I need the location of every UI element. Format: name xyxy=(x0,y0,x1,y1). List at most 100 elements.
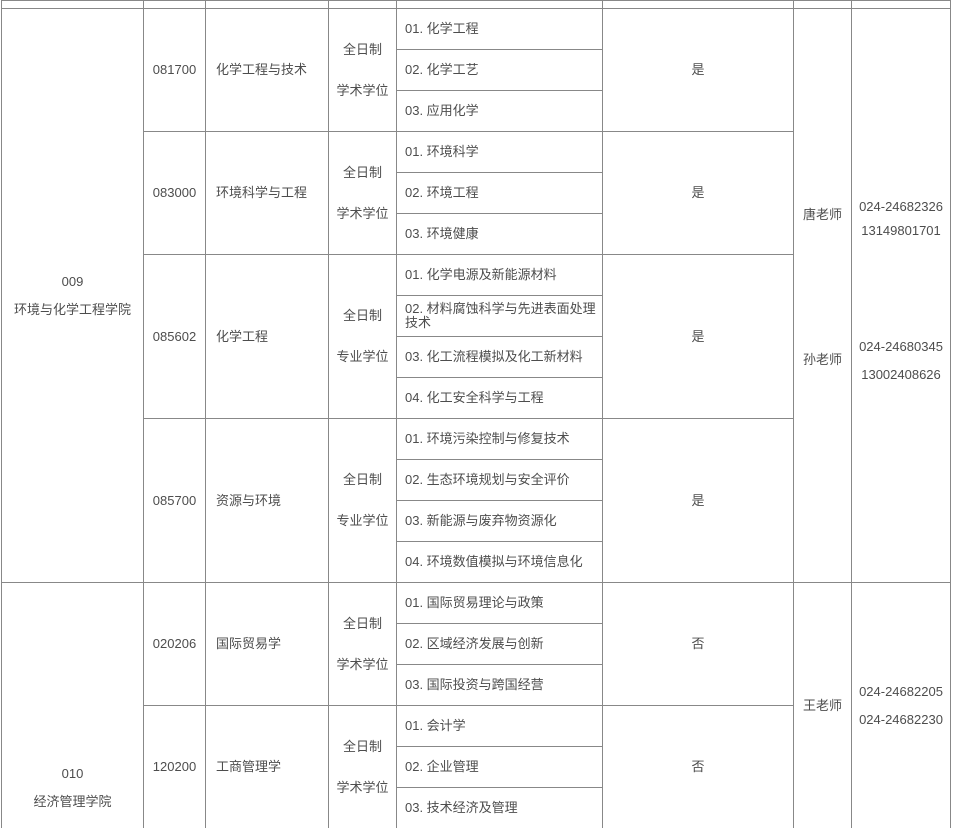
phone-number: 13002408626 xyxy=(861,367,941,382)
major-name-cell: 环境科学与工程 xyxy=(205,131,329,255)
study-mode: 全日制 xyxy=(342,308,382,323)
major-name-cell: 国际贸易学 xyxy=(205,582,329,706)
table-row: 085700 资源与环境 全日制 专业学位 01. 环境污染控制与修复技术 是 xyxy=(2,418,951,583)
table-row: 02. 化学工艺 xyxy=(2,49,951,91)
major-name-cell: 资源与环境 xyxy=(205,418,329,583)
college-name: 经济管理学院 xyxy=(33,794,112,809)
table-row: 120200 工商管理学 全日制 学术学位 01. 会计学 否 xyxy=(2,705,951,828)
degree-type: 学术学位 xyxy=(336,656,389,672)
study-mode: 全日制 xyxy=(342,738,382,754)
table-row: 03. 国际投资与跨国经营 xyxy=(2,664,951,706)
direction-cell: 03. 新能源与废弃物资源化 xyxy=(396,500,603,542)
table-row: 02. 区域经济发展与创新 xyxy=(2,623,951,665)
teacher-name: 王老师 xyxy=(802,697,842,713)
table-row: 04. 环境数值模拟与环境信息化 xyxy=(2,541,951,583)
study-type-cell: 全日制 学术学位 xyxy=(328,8,397,132)
direction-cell: 04. 环境数值模拟与环境信息化 xyxy=(396,541,603,583)
major-code-cell: 085700 xyxy=(143,418,206,583)
major-code-cell: 085602 xyxy=(143,254,206,419)
college-name: 环境与化学工程学院 xyxy=(13,301,131,317)
table-row: 02. 企业管理 xyxy=(2,746,951,788)
phone-cell-009: 024-24682326 13149801701 024-24680345 13… xyxy=(851,8,951,583)
direction-cell: 02. 环境工程 xyxy=(396,172,603,214)
table-row: 03. 技术经济及管理 xyxy=(2,787,951,828)
table-row: 009 环境与化学工程学院 081700 化学工程与技术 全日制 学术学位 01… xyxy=(1,8,951,583)
major-code-cell: 081700 xyxy=(143,8,206,132)
major-name-cell: 化学工程 xyxy=(205,254,329,419)
phone-number: 13149801701 xyxy=(861,223,941,238)
direction-cell: 01. 环境污染控制与修复技术 xyxy=(396,418,603,460)
table-row: 03. 化工流程模拟及化工新材料 xyxy=(2,336,951,378)
teacher-cell-010: 王老师 xyxy=(793,582,852,828)
empty-cell xyxy=(328,0,397,9)
direction-cell: 01. 环境科学 xyxy=(396,131,603,173)
major-code-cell: 083000 xyxy=(143,131,206,255)
table-row: 04. 化工安全科学与工程 xyxy=(2,377,951,419)
study-mode: 全日制 xyxy=(342,164,382,180)
accepts-cell: 否 xyxy=(602,582,794,706)
table-row: 03. 应用化学 xyxy=(2,90,951,132)
empty-cell xyxy=(143,0,206,9)
college-code: 010 xyxy=(61,766,84,781)
phone-cell-010: 024-24682205 024-24682230 xyxy=(851,582,951,828)
direction-cell: 03. 化工流程模拟及化工新材料 xyxy=(396,336,603,378)
table-row: 083000 环境科学与工程 全日制 学术学位 01. 环境科学 是 xyxy=(2,131,951,255)
college-cell-009: 009 环境与化学工程学院 xyxy=(1,8,144,583)
table-row: 03. 环境健康 xyxy=(2,213,951,255)
college-label: 010 经济管理学院 xyxy=(3,766,143,809)
phone-number: 024-24682230 xyxy=(859,711,943,727)
table-row: 085602 化学工程 全日制 专业学位 01. 化学电源及新能源材料 是 xyxy=(2,254,951,419)
accepts-cell: 是 xyxy=(602,418,794,583)
empty-cell xyxy=(1,0,144,9)
degree-type: 学术学位 xyxy=(336,205,389,221)
degree-type: 学术学位 xyxy=(336,779,389,795)
direction-cell: 02. 区域经济发展与创新 xyxy=(396,623,603,665)
study-type-cell: 全日制 专业学位 xyxy=(328,254,397,419)
degree-type: 学术学位 xyxy=(336,82,389,98)
direction-cell: 02. 材料腐蚀科学与先进表面处理技术 xyxy=(396,295,603,337)
study-type-cell: 全日制 学术学位 xyxy=(328,705,397,828)
phone-number: 024-24680345 xyxy=(859,339,943,354)
degree-type: 专业学位 xyxy=(336,513,389,528)
empty-cell xyxy=(205,0,329,9)
direction-cell: 03. 环境健康 xyxy=(396,213,603,255)
teacher-cell-009: 唐老师 孙老师 xyxy=(793,8,852,583)
direction-cell: 03. 国际投资与跨国经营 xyxy=(396,664,603,706)
degree-type: 专业学位 xyxy=(336,349,389,364)
direction-cell: 01. 化学工程 xyxy=(396,8,603,50)
partial-top-row xyxy=(1,0,951,9)
direction-cell: 01. 会计学 xyxy=(396,705,603,747)
phone-number: 024-24682326 xyxy=(859,199,943,214)
empty-cell xyxy=(851,0,951,9)
direction-cell: 03. 应用化学 xyxy=(396,90,603,132)
table-row: 02. 环境工程 xyxy=(2,172,951,214)
study-mode: 全日制 xyxy=(342,41,382,57)
study-mode: 全日制 xyxy=(342,472,382,487)
teacher-name: 唐老师 xyxy=(802,207,842,222)
direction-cell: 02. 生态环境规划与安全评价 xyxy=(396,459,603,501)
accepts-cell: 是 xyxy=(602,8,794,132)
empty-cell xyxy=(602,0,794,9)
major-code-cell: 120200 xyxy=(143,705,206,828)
table-row: 02. 生态环境规划与安全评价 xyxy=(2,459,951,501)
table-row: 010 经济管理学院 020206 国际贸易学 全日制 学术学位 01. 国际贸… xyxy=(1,582,951,828)
accepts-cell: 否 xyxy=(602,705,794,828)
direction-cell: 02. 企业管理 xyxy=(396,746,603,788)
major-name-cell: 工商管理学 xyxy=(205,705,329,828)
college-cell-010: 010 经济管理学院 xyxy=(1,582,144,828)
accepts-cell: 是 xyxy=(602,131,794,255)
table-row: 03. 新能源与废弃物资源化 xyxy=(2,500,951,542)
study-type-cell: 全日制 学术学位 xyxy=(328,131,397,255)
direction-cell: 02. 化学工艺 xyxy=(396,49,603,91)
direction-cell: 01. 国际贸易理论与政策 xyxy=(396,582,603,624)
phone-number: 024-24682205 xyxy=(859,683,943,699)
teacher-name: 孙老师 xyxy=(802,352,842,367)
major-code-cell: 020206 xyxy=(143,582,206,706)
table-row: 02. 材料腐蚀科学与先进表面处理技术 xyxy=(2,295,951,337)
direction-cell: 01. 化学电源及新能源材料 xyxy=(396,254,603,296)
major-name-cell: 化学工程与技术 xyxy=(205,8,329,132)
accepts-cell: 是 xyxy=(602,254,794,419)
empty-cell xyxy=(793,0,852,9)
study-type-cell: 全日制 专业学位 xyxy=(328,418,397,583)
